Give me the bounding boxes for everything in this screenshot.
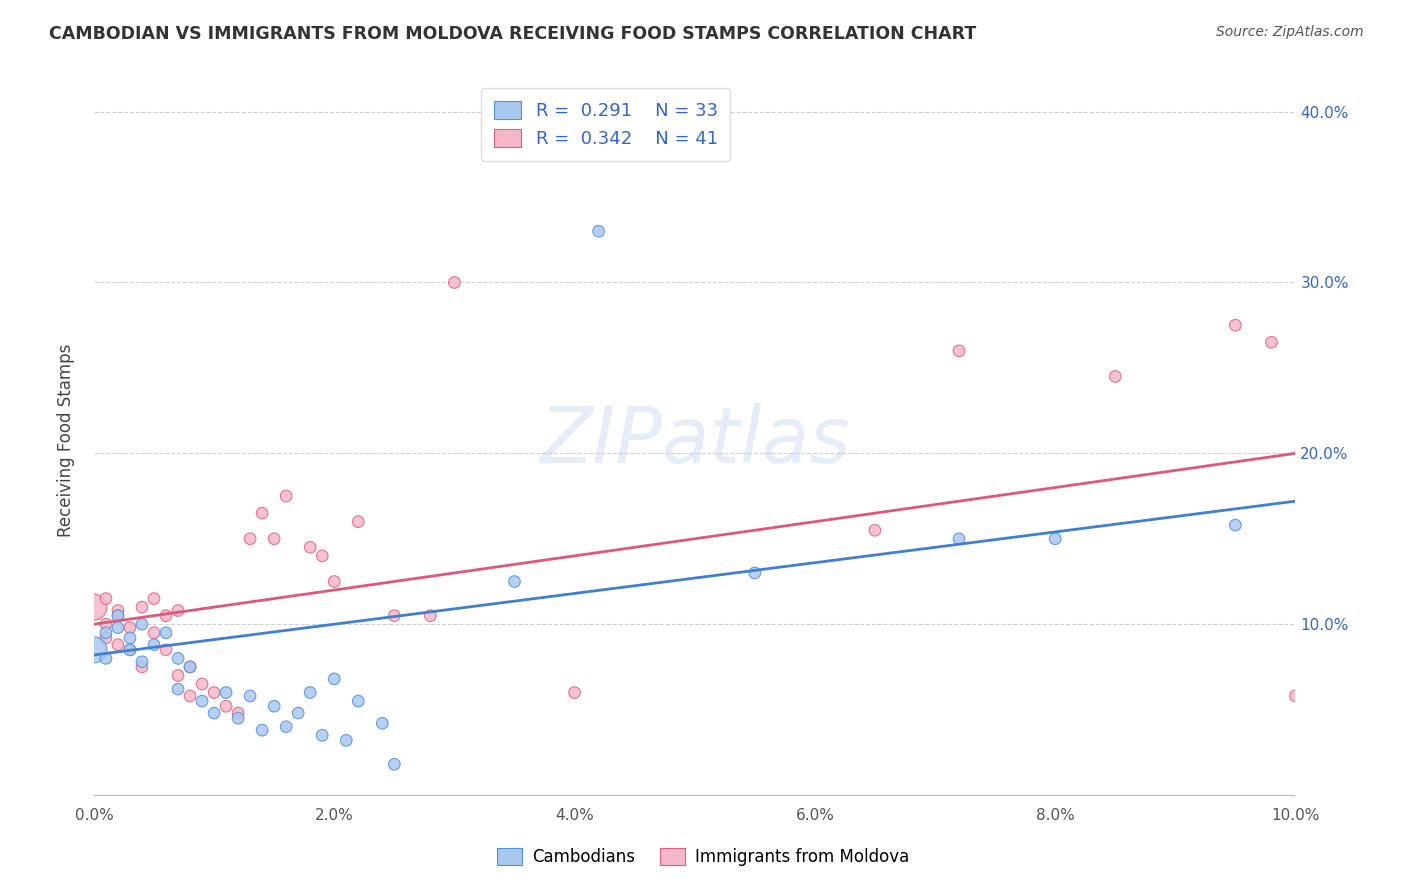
Point — [299, 541, 322, 555]
Point — [118, 621, 141, 635]
Point — [226, 711, 249, 725]
Point — [588, 224, 610, 238]
Point — [419, 608, 441, 623]
Point — [299, 685, 322, 699]
Point — [1104, 369, 1126, 384]
Point — [382, 757, 405, 772]
Point — [239, 532, 262, 546]
Point — [167, 668, 190, 682]
Point — [371, 716, 394, 731]
Point — [263, 532, 285, 546]
Point — [191, 694, 214, 708]
Point — [443, 276, 465, 290]
Point — [131, 600, 153, 615]
Point — [239, 689, 262, 703]
Point — [155, 643, 177, 657]
Point — [215, 685, 238, 699]
Legend: R =  0.291    N = 33, R =  0.342    N = 41: R = 0.291 N = 33, R = 0.342 N = 41 — [481, 88, 730, 161]
Text: ZIPatlas: ZIPatlas — [540, 402, 851, 478]
Point — [311, 549, 333, 563]
Point — [948, 532, 970, 546]
Legend: Cambodians, Immigrants from Moldova: Cambodians, Immigrants from Moldova — [491, 841, 915, 873]
Point — [94, 591, 117, 606]
Point — [323, 574, 346, 589]
Point — [83, 643, 105, 657]
Point — [564, 685, 586, 699]
Point — [83, 600, 105, 615]
Point — [179, 689, 201, 703]
Point — [131, 660, 153, 674]
Point — [1260, 335, 1282, 350]
Point — [250, 506, 273, 520]
Point — [287, 706, 309, 720]
Point — [347, 515, 370, 529]
Point — [335, 733, 357, 747]
Point — [167, 603, 190, 617]
Point — [276, 720, 298, 734]
Point — [107, 608, 129, 623]
Point — [202, 685, 225, 699]
Point — [107, 603, 129, 617]
Point — [94, 631, 117, 645]
Point — [347, 694, 370, 708]
Point — [1225, 318, 1247, 333]
Point — [155, 625, 177, 640]
Point — [167, 682, 190, 697]
Point — [107, 608, 129, 623]
Point — [1043, 532, 1066, 546]
Point — [1284, 689, 1306, 703]
Point — [215, 699, 238, 714]
Point — [263, 699, 285, 714]
Text: Source: ZipAtlas.com: Source: ZipAtlas.com — [1216, 25, 1364, 39]
Point — [382, 608, 405, 623]
Point — [503, 574, 526, 589]
Point — [118, 643, 141, 657]
Point — [143, 591, 166, 606]
Point — [107, 621, 129, 635]
Point — [143, 625, 166, 640]
Point — [250, 723, 273, 738]
Point — [143, 638, 166, 652]
Point — [179, 660, 201, 674]
Point — [863, 523, 886, 537]
Point — [118, 643, 141, 657]
Point — [94, 617, 117, 632]
Point — [131, 655, 153, 669]
Point — [744, 566, 766, 580]
Point — [167, 651, 190, 665]
Point — [131, 617, 153, 632]
Point — [94, 625, 117, 640]
Point — [226, 706, 249, 720]
Point — [118, 631, 141, 645]
Point — [323, 672, 346, 686]
Text: CAMBODIAN VS IMMIGRANTS FROM MOLDOVA RECEIVING FOOD STAMPS CORRELATION CHART: CAMBODIAN VS IMMIGRANTS FROM MOLDOVA REC… — [49, 25, 976, 43]
Point — [155, 608, 177, 623]
Point — [107, 638, 129, 652]
Point — [202, 706, 225, 720]
Point — [94, 651, 117, 665]
Point — [179, 660, 201, 674]
Point — [948, 343, 970, 358]
Y-axis label: Receiving Food Stamps: Receiving Food Stamps — [58, 343, 75, 537]
Point — [191, 677, 214, 691]
Point — [1225, 518, 1247, 533]
Point — [311, 728, 333, 742]
Point — [276, 489, 298, 503]
